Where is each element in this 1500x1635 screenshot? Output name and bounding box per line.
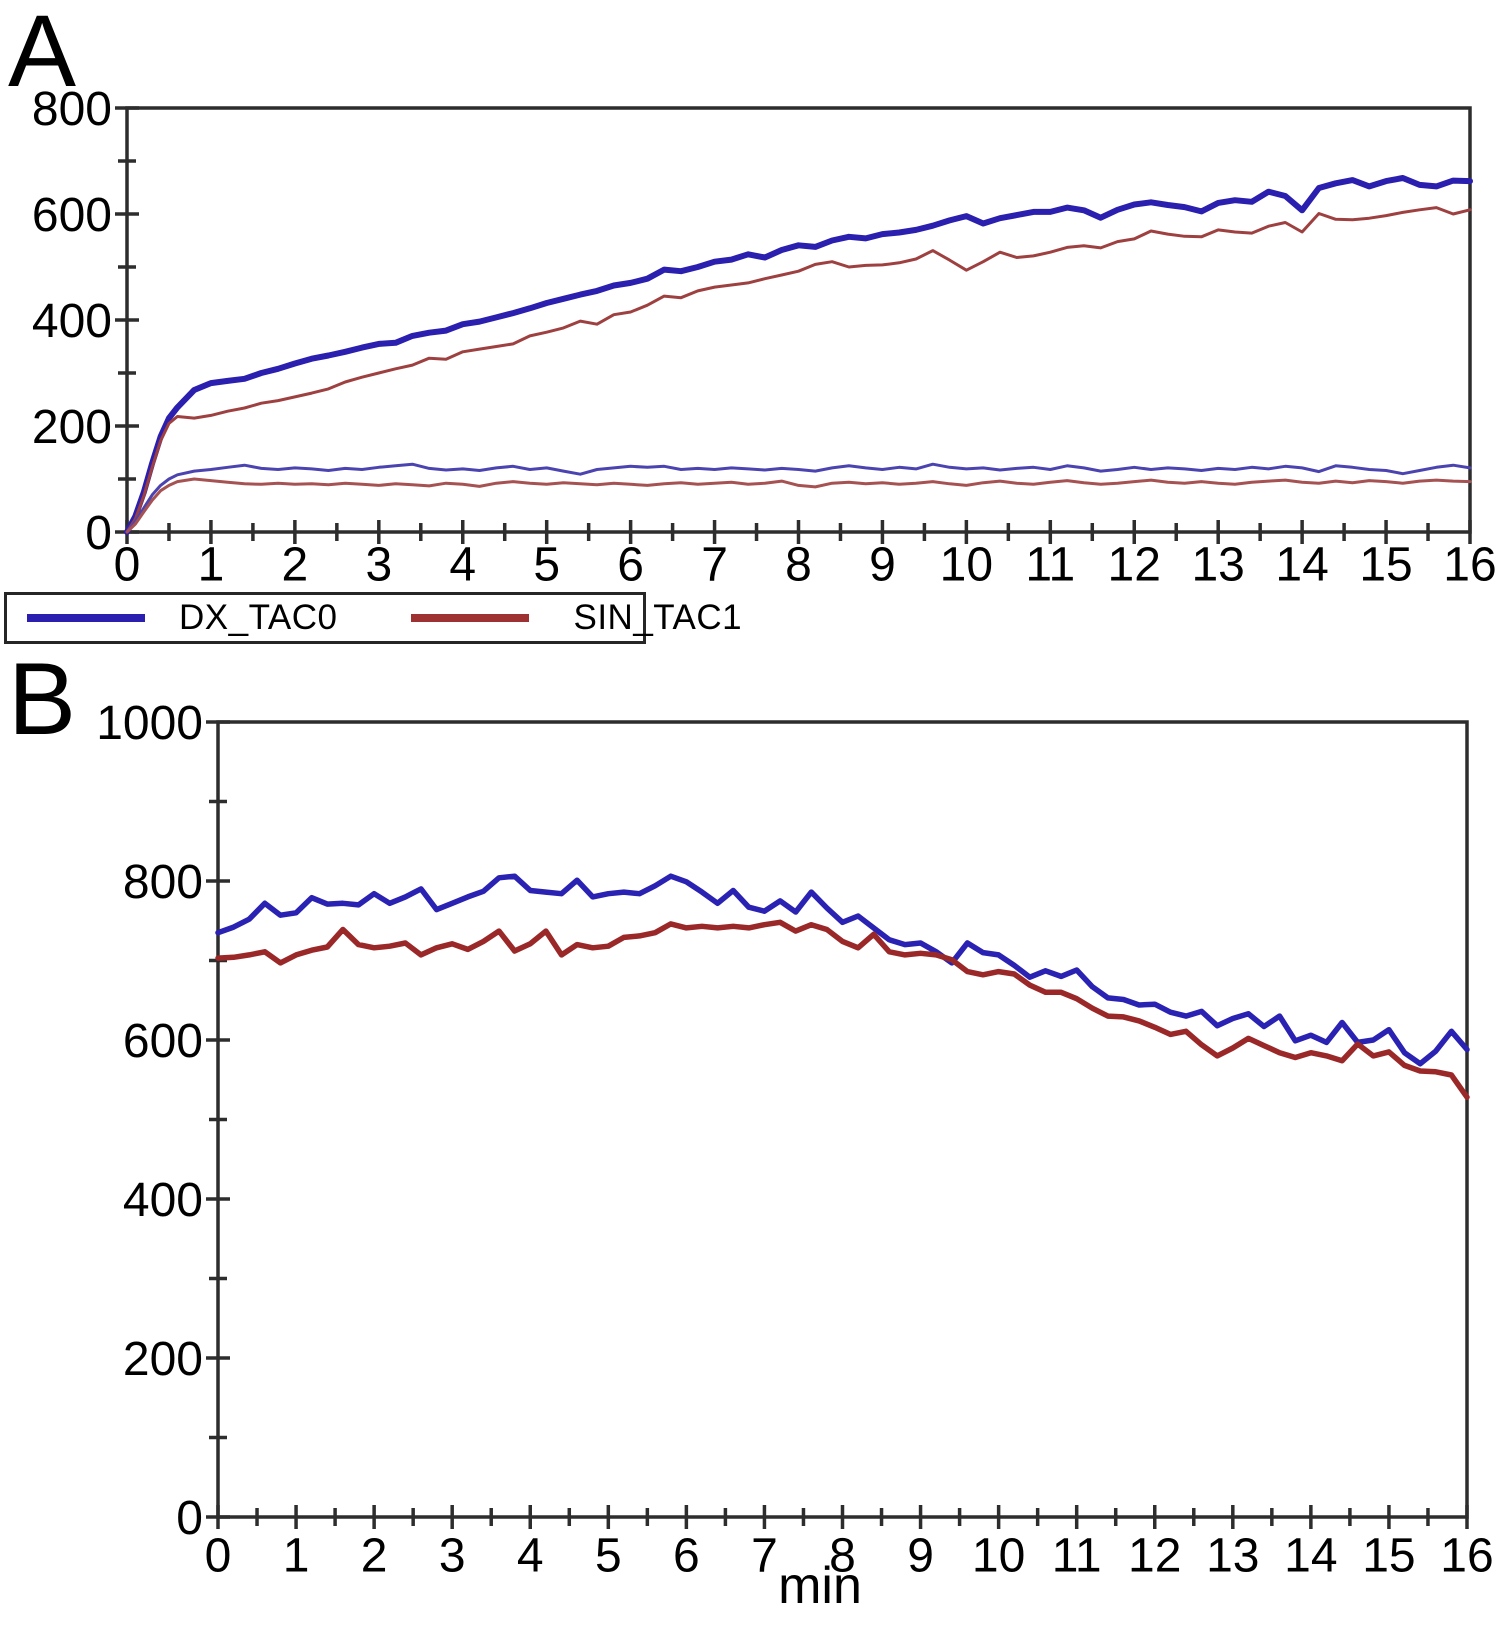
legend-label-dx-tac0: DX_TAC0 [179, 598, 338, 637]
panel-b-label: B [8, 642, 77, 756]
x-axis-tick-label: 2 [361, 1530, 388, 1583]
series-SIN_TAC1 [125, 206, 1472, 534]
y-axis-tick-label: 400 [123, 1174, 203, 1227]
y-axis-tick-label: 200 [32, 401, 112, 454]
series-DX_TAC0 [124, 175, 1473, 535]
x-axis-tick-label: 12 [1128, 1530, 1181, 1583]
series-SIN_TAC1 [215, 919, 1470, 1100]
y-axis-tick-label: 0 [176, 1492, 203, 1545]
x-axis-tick-label: 4 [517, 1530, 544, 1583]
series-unlabeled_blue_low [125, 462, 1472, 534]
x-axis-tick-label: 6 [617, 539, 644, 592]
x-axis-tick-label: 16 [1440, 1530, 1493, 1583]
x-axis-tick-label: 2 [282, 539, 309, 592]
x-axis-tick-label: 14 [1284, 1530, 1337, 1583]
series-unlabeled_red_low [125, 477, 1472, 534]
x-axis-tick-label: 0 [205, 1530, 232, 1583]
x-axis-tick-label: 10 [972, 1530, 1025, 1583]
x-axis-tick-label: 3 [439, 1530, 466, 1583]
legend-line-sin-tac1 [411, 614, 530, 622]
legend-box: DX_TAC0 SIN_TAC1 [4, 592, 742, 644]
x-axis-tick-label: 13 [1191, 539, 1244, 592]
y-axis-tick-label: 0 [85, 507, 112, 560]
x-axis-tick-label: 11 [1025, 539, 1075, 592]
x-axis-tick-label: 11 [1052, 1530, 1102, 1583]
x-axis-tick-label: 3 [365, 539, 392, 592]
x-axis-tick-label: 8 [785, 539, 812, 592]
x-axis-tick-label: 15 [1359, 539, 1412, 592]
x-axis-tick-label: 16 [1443, 539, 1496, 592]
x-axis-tick-label: 5 [533, 539, 560, 592]
x-axis-tick-label: 10 [940, 539, 993, 592]
y-axis-tick-label: 200 [123, 1333, 203, 1386]
x-axis-tick-label: 1 [283, 1530, 310, 1583]
y-axis-tick-label: 800 [123, 856, 203, 909]
x-axis-tick-label: 8 [829, 1530, 856, 1583]
plot-border [216, 720, 1469, 1519]
x-axis-tick-label: 5 [595, 1530, 622, 1583]
x-axis-tick-label: 0 [114, 539, 141, 592]
x-axis-tick-label: 13 [1206, 1530, 1259, 1583]
x-axis-tick-label: 14 [1275, 539, 1328, 592]
y-axis-tick-label: 600 [32, 189, 112, 242]
x-axis-title: min [778, 1557, 862, 1615]
y-axis-tick-label: 800 [32, 83, 112, 136]
y-axis-tick-label: 600 [123, 1015, 203, 1068]
x-axis-tick-label: 1 [198, 539, 225, 592]
legend-line-dx-tac0 [27, 614, 145, 622]
x-axis-tick-label: 7 [751, 1530, 778, 1583]
series-DX_TAC0 [215, 873, 1470, 1067]
legend-label-sin-tac1: SIN_TAC1 [573, 598, 743, 637]
x-axis-tick-label: 7 [701, 539, 728, 592]
x-axis-tick-label: 6 [673, 1530, 700, 1583]
y-axis-tick-label: 1000 [96, 697, 203, 750]
x-axis-tick-label: 9 [907, 1530, 934, 1583]
x-axis-tick-label: 4 [449, 539, 476, 592]
x-axis-tick-label: 9 [869, 539, 896, 592]
panel-a-label: A [8, 0, 77, 108]
x-axis-tick-label: 12 [1108, 539, 1161, 592]
x-axis-tick-label: 15 [1362, 1530, 1415, 1583]
y-axis-tick-label: 400 [32, 295, 112, 348]
